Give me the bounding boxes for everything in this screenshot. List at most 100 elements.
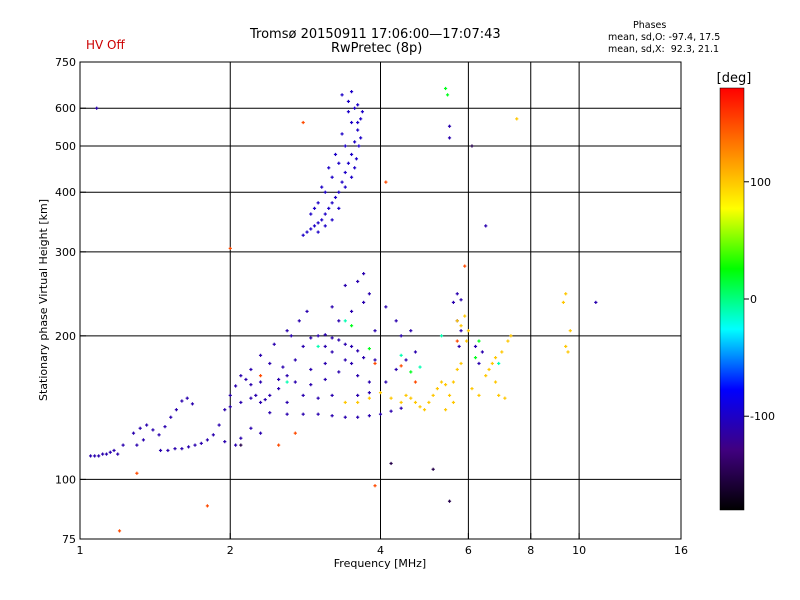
data-point [349, 324, 354, 328]
data-point [285, 412, 289, 416]
data-point [443, 383, 448, 387]
data-point [337, 338, 341, 342]
data-point [451, 380, 456, 384]
data-point [356, 349, 360, 353]
data-point [131, 431, 136, 435]
data-point [249, 367, 253, 372]
data-point [439, 334, 444, 338]
data-point [503, 396, 507, 400]
data-point [356, 279, 360, 284]
data-point [594, 300, 598, 305]
data-point [378, 412, 383, 416]
data-point [258, 380, 263, 384]
data-point [258, 353, 263, 357]
data-point [477, 361, 481, 366]
data-point [463, 264, 467, 268]
data-point [346, 161, 351, 165]
data-point [349, 90, 354, 94]
data-point [309, 227, 313, 231]
data-point [367, 396, 371, 400]
data-point [497, 361, 501, 366]
data-point [293, 358, 297, 362]
data-point [490, 361, 494, 366]
colorbar-label: [deg] [717, 71, 752, 86]
data-point [223, 440, 227, 444]
data-point [239, 374, 243, 378]
x-axis-ticks: 1 2 4 6 8 10 16 [77, 533, 688, 557]
data-point [455, 292, 459, 296]
data-point [185, 396, 189, 400]
data-point [138, 426, 142, 430]
data-point [316, 396, 320, 400]
data-point [330, 350, 334, 354]
data-point [309, 336, 313, 340]
data-point [190, 402, 195, 406]
data-point [367, 292, 371, 296]
title-line-1: Tromsø 20150911 17:06:00—17:07:43 [250, 27, 501, 42]
y-tick-label: 200 [55, 330, 76, 343]
data-point [174, 408, 178, 412]
data-point [340, 93, 344, 97]
data-point [337, 370, 341, 374]
data-point [101, 452, 105, 456]
data-point [484, 374, 488, 378]
data-point [330, 218, 334, 222]
data-point [497, 393, 501, 398]
data-point [367, 380, 371, 384]
data-point [268, 393, 272, 398]
data-point [470, 144, 474, 148]
phases-x-mode: mean, sd,X: 92.3, 21.1 [608, 44, 720, 55]
data-point [239, 436, 243, 440]
data-point [399, 334, 403, 338]
x-axis-label: Frequency [MHz] [334, 557, 426, 570]
data-point [239, 400, 243, 405]
data-point [312, 224, 317, 228]
data-point [343, 415, 347, 419]
data-point [268, 411, 272, 415]
data-point [349, 344, 354, 349]
data-point [166, 448, 170, 453]
data-point [258, 431, 263, 435]
data-point [333, 195, 338, 200]
data-point [301, 233, 305, 237]
data-point [431, 467, 435, 471]
data-point [116, 452, 120, 456]
data-point [316, 412, 320, 416]
data-point [244, 377, 248, 382]
data-point [309, 212, 313, 216]
data-point [349, 120, 354, 125]
data-point [277, 377, 281, 382]
y-tick-label: 500 [55, 140, 76, 153]
data-point [359, 136, 363, 140]
data-point [301, 344, 305, 349]
data-point [439, 380, 444, 384]
data-point [564, 344, 568, 349]
data-point [399, 364, 403, 368]
data-point [340, 180, 344, 184]
data-point [399, 400, 403, 405]
data-point [359, 117, 363, 121]
data-point [323, 361, 327, 366]
data-point [356, 415, 360, 419]
data-point [145, 423, 149, 427]
data-point [389, 461, 393, 466]
y-axis-ticks: 75 100 200 300 400 500 600 750 [55, 56, 86, 546]
phases-title: Phases [633, 20, 667, 31]
data-point [320, 218, 324, 222]
data-point [135, 471, 139, 475]
data-point [394, 319, 398, 323]
data-point [234, 384, 238, 388]
data-point [323, 224, 327, 228]
data-point [112, 448, 116, 453]
data-point [330, 414, 334, 418]
data-point [316, 221, 320, 225]
data-point [362, 272, 366, 276]
data-point [309, 383, 313, 387]
data-point [223, 408, 227, 412]
data-point [356, 393, 360, 398]
data-point [455, 367, 459, 372]
colorbar-tick-label: -100 [750, 410, 775, 423]
x-tick-label: 4 [377, 544, 384, 557]
data-point [285, 380, 289, 384]
